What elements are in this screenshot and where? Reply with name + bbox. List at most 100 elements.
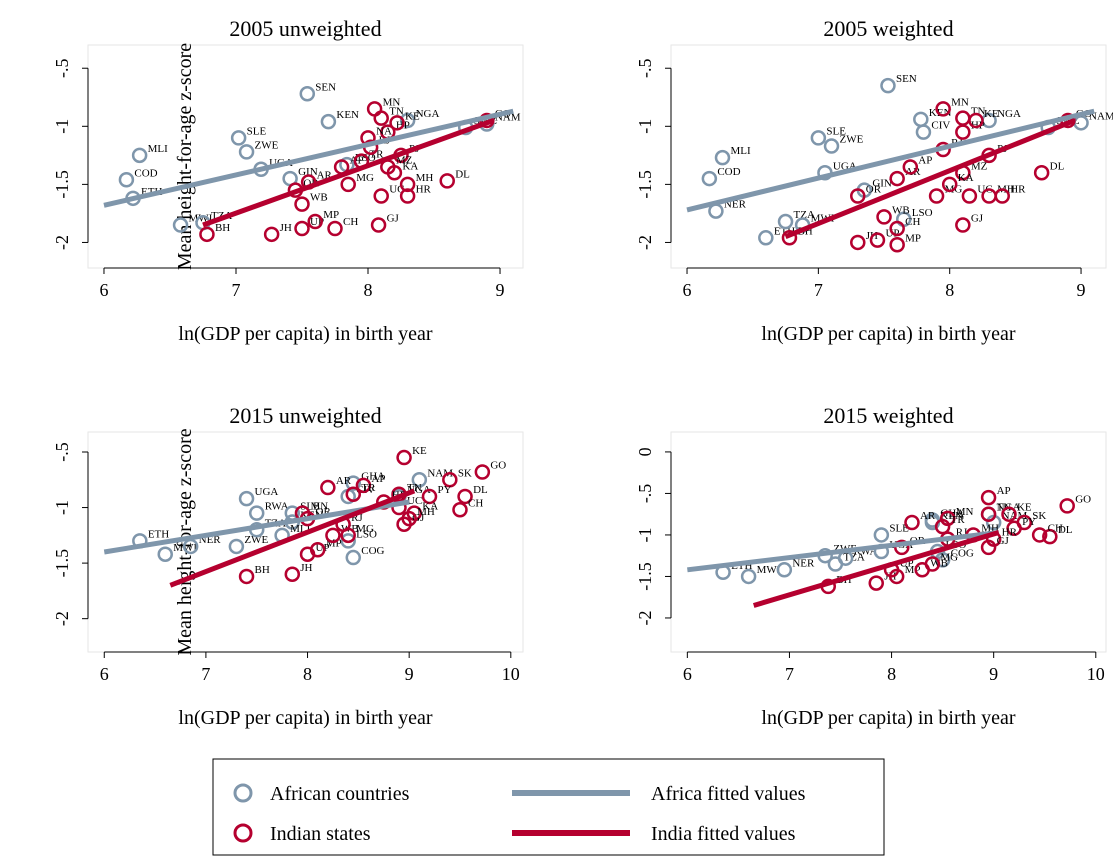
point-label: KE (412, 445, 427, 457)
scatter-point (263, 226, 280, 243)
scatter-point (777, 213, 794, 230)
fit-line (752, 530, 1000, 608)
point-label: TZA (794, 209, 815, 221)
scatter-point (961, 188, 978, 204)
legend-label: Indian states (270, 823, 371, 845)
point-label: AP (918, 154, 932, 166)
scatter-point (442, 472, 458, 488)
point-label: ZWE (255, 139, 279, 151)
scatter-point (1059, 498, 1075, 514)
scatter-point (248, 505, 265, 521)
point-label: MZ (971, 160, 988, 172)
scatter-point (309, 542, 326, 558)
scatter-point (924, 556, 941, 572)
scatter-point (118, 171, 135, 188)
scatter-point (758, 230, 774, 246)
x-tick-label: 10 (1087, 664, 1105, 684)
scatter-point (386, 165, 403, 181)
scatter-point (1006, 520, 1022, 537)
x-tick-label: 6 (683, 280, 692, 300)
scatter-point (850, 234, 866, 251)
x-tick-label: 8 (887, 664, 896, 684)
y-tick-label: -.5 (635, 484, 655, 504)
point-label: CIV (931, 120, 950, 132)
point-label: GO (1075, 493, 1091, 505)
point-label: MP (323, 209, 339, 221)
scatter-point (373, 188, 389, 204)
point-label: NGA (997, 108, 1021, 120)
plot-area (670, 431, 1107, 653)
point-label: DL (1058, 524, 1073, 536)
point-label: WB (310, 192, 328, 204)
legend-symbol (233, 823, 253, 843)
scatter-point (370, 217, 387, 233)
scatter-point (401, 510, 417, 527)
chart-title: 2015 unweighted (229, 403, 381, 428)
point-label: MLI (148, 143, 169, 155)
x-tick-label: 8 (364, 280, 373, 300)
point-label: DL (1050, 160, 1065, 172)
point-label: KEN (336, 109, 359, 121)
point-label: MH (416, 172, 434, 184)
x-tick-label: 9 (496, 280, 505, 300)
scatter-point (776, 562, 793, 578)
scatter-point (888, 568, 905, 585)
scatter-point (904, 514, 920, 531)
y-tick-label: -2 (52, 235, 72, 250)
point-label: NGA (416, 108, 440, 120)
y-tick-label: -1 (635, 119, 655, 134)
point-label: MH (417, 506, 435, 518)
y-tick-label: -1.5 (52, 170, 72, 199)
fit-line (686, 108, 1095, 213)
point-label: NER (792, 557, 815, 569)
point-label: TR (361, 482, 376, 494)
scatter-point (955, 124, 971, 140)
point-label: SLE (826, 125, 846, 137)
scatter-point (439, 173, 455, 189)
point-label: MN (951, 96, 969, 108)
scatter-point (915, 124, 932, 140)
point-label: COD (134, 167, 157, 179)
point-label: SEN (315, 81, 336, 93)
y-tick-label: -.5 (52, 58, 72, 78)
x-axis-label: ln(GDP per capita) in birth year (178, 323, 433, 345)
scatter-point (307, 213, 323, 230)
point-label: GIN (872, 178, 892, 190)
scatter-point (325, 527, 341, 544)
legend-label: African countries (270, 783, 410, 805)
point-label: AR (336, 475, 352, 487)
y-tick-label: -1.5 (635, 562, 655, 591)
point-label: KA (402, 160, 418, 172)
scatter-point (889, 237, 905, 253)
point-label: UGA (255, 486, 279, 498)
point-label: AP (350, 154, 364, 166)
scatter-point (345, 486, 362, 502)
y-tick-label: 0 (635, 447, 655, 456)
x-axis-label: ln(GDP per capita) in birth year (761, 323, 1016, 345)
x-tick-label: 10 (502, 664, 520, 684)
x-tick-label: 6 (100, 664, 109, 684)
legend-label: India fitted values (651, 823, 796, 845)
point-label: DL (473, 484, 488, 496)
chart-title: 2005 weighted (823, 16, 953, 41)
point-label: KA (422, 501, 438, 513)
point-label: GO (490, 460, 506, 472)
scatter-point (345, 475, 362, 491)
point-label: MG (356, 523, 374, 535)
point-label: MWI (757, 564, 781, 576)
point-label: MLI (730, 145, 751, 157)
x-tick-label: 9 (989, 664, 998, 684)
point-label: KE (1017, 502, 1032, 514)
scatter-point (457, 488, 473, 505)
plot-area (87, 44, 524, 269)
scatter-point (894, 539, 910, 556)
scatter-point (389, 115, 405, 131)
point-label: CH (468, 497, 483, 509)
scatter-point (902, 159, 919, 175)
y-tick-label: -1.5 (635, 170, 655, 199)
scatter-point (452, 502, 468, 518)
point-label: AP (997, 485, 1011, 497)
point-label: GJ (997, 535, 1010, 547)
scatter-point (1001, 506, 1017, 522)
